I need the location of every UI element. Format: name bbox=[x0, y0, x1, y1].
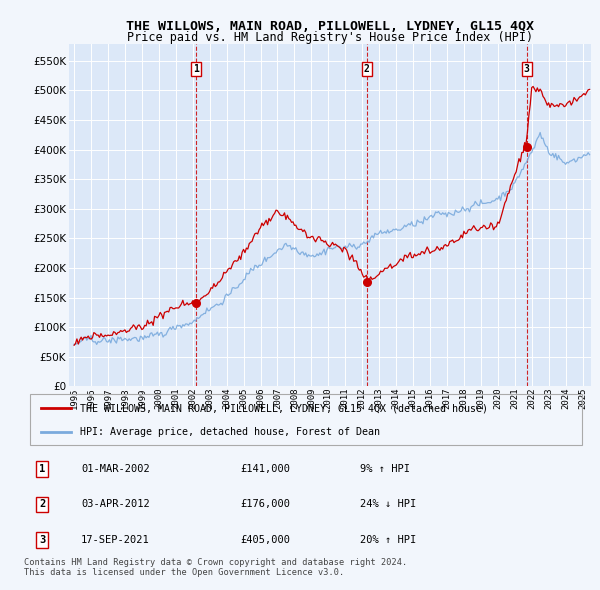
Text: 24% ↓ HPI: 24% ↓ HPI bbox=[360, 500, 416, 509]
Text: 17-SEP-2021: 17-SEP-2021 bbox=[81, 535, 150, 545]
Text: £141,000: £141,000 bbox=[240, 464, 290, 474]
Text: 1: 1 bbox=[39, 464, 45, 474]
Text: 20% ↑ HPI: 20% ↑ HPI bbox=[360, 535, 416, 545]
Text: 1: 1 bbox=[193, 64, 199, 74]
Text: £176,000: £176,000 bbox=[240, 500, 290, 509]
Text: 2: 2 bbox=[364, 64, 370, 74]
Text: £405,000: £405,000 bbox=[240, 535, 290, 545]
Text: HPI: Average price, detached house, Forest of Dean: HPI: Average price, detached house, Fore… bbox=[80, 428, 380, 437]
Text: 3: 3 bbox=[39, 535, 45, 545]
Text: THE WILLOWS, MAIN ROAD, PILLOWELL, LYDNEY, GL15 4QX: THE WILLOWS, MAIN ROAD, PILLOWELL, LYDNE… bbox=[126, 20, 534, 33]
Text: 3: 3 bbox=[524, 64, 530, 74]
Text: Contains HM Land Registry data © Crown copyright and database right 2024.
This d: Contains HM Land Registry data © Crown c… bbox=[24, 558, 407, 577]
Text: THE WILLOWS, MAIN ROAD, PILLOWELL, LYDNEY, GL15 4QX (detached house): THE WILLOWS, MAIN ROAD, PILLOWELL, LYDNE… bbox=[80, 403, 488, 413]
Text: 9% ↑ HPI: 9% ↑ HPI bbox=[360, 464, 410, 474]
Text: 01-MAR-2002: 01-MAR-2002 bbox=[81, 464, 150, 474]
Text: 2: 2 bbox=[39, 500, 45, 509]
Text: Price paid vs. HM Land Registry's House Price Index (HPI): Price paid vs. HM Land Registry's House … bbox=[127, 31, 533, 44]
Text: 03-APR-2012: 03-APR-2012 bbox=[81, 500, 150, 509]
